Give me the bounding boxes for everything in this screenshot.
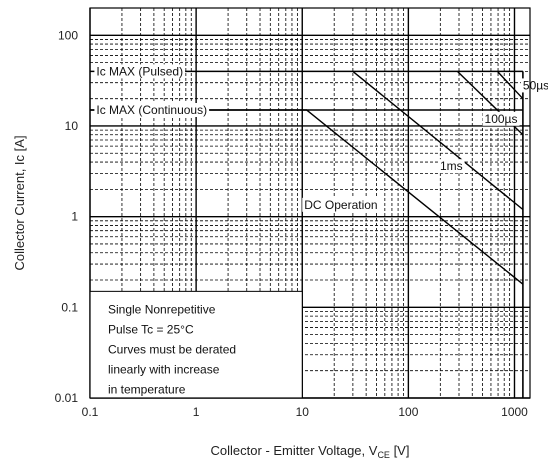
annotation-0: Ic MAX (Pulsed) — [94, 64, 186, 79]
annotation-bg — [482, 111, 520, 126]
y-tick-labels: 0.01 0.1 1 10 100 — [55, 28, 79, 405]
annotation-1: Ic MAX (Continuous) — [94, 103, 210, 118]
annotation-bg — [94, 103, 210, 118]
x-tick-labels: 0.1 1 10 100 1000 — [82, 405, 529, 419]
annotation-bg — [302, 197, 380, 212]
y-tick-label: 1 — [71, 210, 78, 224]
note-line: in temperature — [108, 382, 186, 396]
x-tick-label: 10 — [296, 405, 310, 419]
notes-box-bg — [89, 290, 303, 399]
annotation-2: 50µs — [520, 78, 548, 93]
note-line: Curves must be derated — [108, 342, 236, 356]
note-line: linearly with increase — [108, 362, 220, 376]
annotation-bg — [437, 159, 465, 174]
curve-annotations: Ic MAX (Pulsed) Ic MAX (Continuous) 50µs 10… — [94, 64, 548, 212]
annotation-text: 1ms — [440, 159, 463, 173]
x-tick-label: 1000 — [501, 405, 528, 419]
y-axis-title: Collector Current, Ic [A] — [12, 135, 27, 270]
series-line-3 — [496, 70, 524, 100]
annotation-4: 1ms — [437, 159, 465, 174]
note-line: Pulse Tc = 25°C — [108, 322, 194, 336]
annotation-text: 100µs — [485, 112, 518, 126]
x-tick-label: 0.1 — [82, 405, 99, 419]
x-tick-label: 1 — [193, 405, 200, 419]
y-tick-label: 0.01 — [55, 391, 79, 405]
notes-box: Single Nonrepetitive Pulse Tc = 25°C Curve… — [89, 290, 303, 399]
annotation-5: DC Operation — [302, 197, 380, 212]
note-line: Single Nonrepetitive — [108, 302, 216, 316]
annotation-text: Ic MAX (Pulsed) — [96, 64, 183, 78]
plot-frame — [89, 7, 531, 399]
x-axis-title: Collector - Emitter Voltage, VCE [V] — [211, 443, 410, 460]
y-tick-label: 10 — [65, 119, 79, 133]
x-tick-label: 100 — [398, 405, 418, 419]
series-line-1 — [352, 70, 524, 211]
annotation-text: DC Operation — [304, 198, 377, 212]
annotation-bg — [520, 78, 548, 93]
annotation-text: 50µs — [523, 78, 548, 92]
annotation-3: 100µs — [482, 111, 520, 126]
y-tick-label: 0.1 — [61, 300, 78, 314]
annotation-bg — [94, 64, 186, 79]
annotation-text: Ic MAX (Continuous) — [96, 103, 207, 117]
y-tick-label: 100 — [58, 28, 78, 42]
